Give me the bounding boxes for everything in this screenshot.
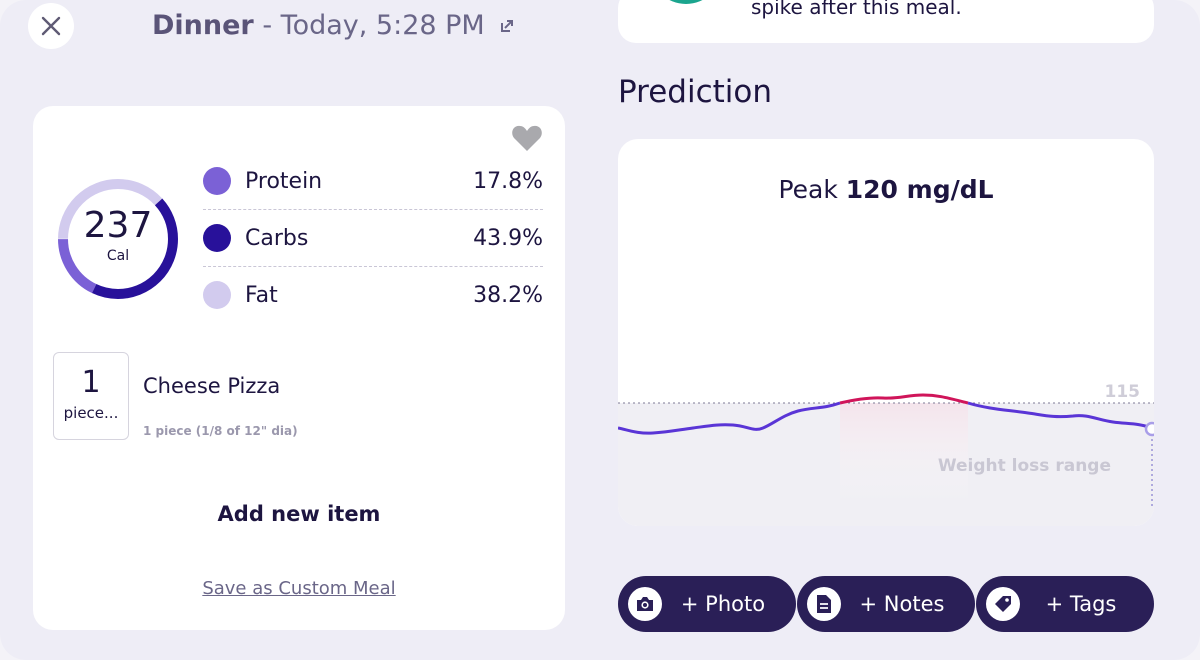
- add-notes-label: + Notes: [859, 592, 945, 616]
- macro-value: 17.8%: [473, 168, 543, 194]
- quantity-selector[interactable]: 1 piece...: [53, 352, 129, 440]
- macro-value: 43.9%: [473, 225, 543, 251]
- macro-name: Carbs: [245, 225, 309, 251]
- insight-text: spike after this meal.: [751, 0, 962, 19]
- macro-name: Fat: [245, 282, 278, 308]
- glucose-line-spike: [839, 393, 969, 405]
- calorie-value: 237: [83, 205, 153, 246]
- fat-color-dot: [203, 281, 231, 309]
- macro-name: Protein: [245, 168, 323, 194]
- tag-icon: [986, 587, 1020, 621]
- ring-segment-fat: [58, 179, 178, 299]
- favorite-button[interactable]: [511, 124, 543, 156]
- peak-value: 120 mg/dL: [845, 175, 994, 204]
- ring-segment-carbs: [58, 179, 178, 299]
- quantity-value: 1: [81, 365, 101, 400]
- add-tags-label: + Tags: [1045, 592, 1117, 616]
- add-tags-button[interactable]: + Tags: [976, 576, 1154, 632]
- notes-icon: [807, 587, 841, 621]
- meal-type: Dinner: [152, 10, 254, 41]
- add-notes-button[interactable]: + Notes: [797, 576, 975, 632]
- calorie-summary: 237 Cal: [57, 205, 179, 265]
- close-button[interactable]: [28, 3, 74, 49]
- macro-row-carbs: Carbs 43.9%: [203, 210, 543, 267]
- protein-color-dot: [203, 167, 231, 195]
- insight-status-icon: [650, 0, 722, 4]
- glucose-line-before: [618, 401, 841, 435]
- close-icon: [41, 16, 61, 36]
- glucose-prediction-chart: 115 Weight loss range: [618, 382, 1154, 526]
- heart-icon: [512, 125, 542, 151]
- calorie-unit: Cal: [106, 248, 130, 264]
- peak-label: Peak: [778, 175, 838, 204]
- prediction-card: Peak 120 mg/dL 115 Weight loss range: [618, 139, 1154, 526]
- spike-highlight: [840, 403, 968, 503]
- edit-time-icon[interactable]: [499, 18, 515, 34]
- macro-value: 38.2%: [473, 282, 543, 308]
- meal-datetime: - Today, 5:28 PM: [262, 10, 485, 41]
- add-photo-label: + Photo: [680, 592, 766, 616]
- insight-card: spike after this meal.: [618, 0, 1154, 43]
- camera-icon: [628, 587, 662, 621]
- macro-row-fat: Fat 38.2%: [203, 267, 543, 323]
- add-photo-button[interactable]: + Photo: [618, 576, 796, 632]
- threshold-label: 115: [1105, 382, 1141, 402]
- save-custom-meal-link[interactable]: Save as Custom Meal: [202, 578, 396, 599]
- meal-header[interactable]: Dinner - Today, 5:28 PM: [152, 10, 515, 41]
- add-new-item-button[interactable]: Add new item: [217, 502, 381, 526]
- food-item-name[interactable]: Cheese Pizza: [143, 374, 281, 398]
- range-label: Weight loss range: [938, 456, 1111, 476]
- ring-segment-protein: [58, 179, 178, 299]
- quantity-unit: piece...: [63, 404, 119, 422]
- glucose-line-after: [967, 401, 1153, 430]
- prediction-title: Prediction: [618, 74, 773, 110]
- calorie-ring-chart: [58, 179, 178, 299]
- peak-summary: Peak 120 mg/dL: [618, 175, 1154, 204]
- current-point-marker: [1144, 421, 1154, 437]
- macro-row-protein: Protein 17.8%: [203, 153, 543, 210]
- carbs-color-dot: [203, 224, 231, 252]
- nutrition-card: 237 Cal Protein 17.8% Carbs 43.9% Fat 38…: [33, 106, 565, 630]
- food-item-portion: 1 piece (1/8 of 12" dia): [143, 424, 298, 438]
